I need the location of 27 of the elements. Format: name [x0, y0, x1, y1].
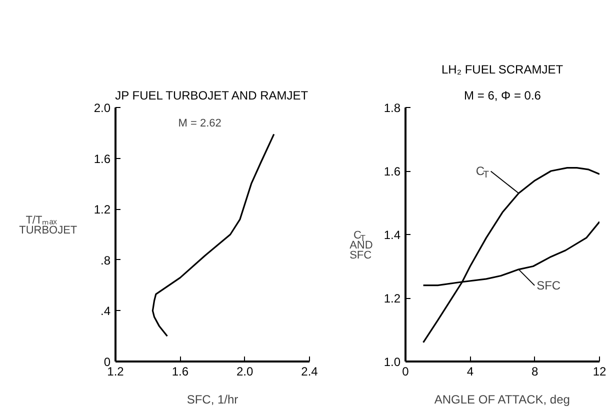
y-tick-label: .4	[100, 304, 111, 318]
x-tick-label: 8	[531, 364, 538, 378]
text: M = 2.62	[178, 117, 222, 130]
x-tick-label: 1.6	[172, 364, 189, 378]
x-axis-title: ANGLE OF ATTACK, deg	[434, 392, 570, 406]
y-tick-label: 1.8	[384, 101, 401, 115]
line-series	[422, 167, 600, 344]
chart-title: JP FUEL TURBOJET AND RAMJET	[115, 88, 309, 102]
x-tick-label: 2.0	[236, 364, 254, 378]
x-tick-label: 2.4	[301, 364, 318, 378]
y-tick-label: 1.4	[384, 228, 401, 242]
y-tick-label: 1.2	[94, 202, 111, 217]
y-tick-label: 1.0	[384, 355, 401, 369]
x-tick-label: 4	[466, 364, 474, 378]
line-series	[152, 133, 275, 337]
x-axis-title: SFC, 1/hr	[186, 392, 238, 406]
y-tick-label: 2.0	[94, 101, 111, 115]
y-tick-label: .8	[100, 253, 111, 268]
y-tick-label: 1.6	[94, 152, 111, 166]
y-axis-title: T/Tₘₐₓ TURBOJET	[19, 214, 78, 236]
x-tick-label: 0	[402, 364, 410, 378]
y-tick-label: 1.2	[384, 292, 401, 306]
x-tick-label: 12	[592, 364, 606, 378]
y-tick-label: 1.6	[384, 164, 401, 178]
chart-subtitle: M = 6, Φ = 0.6	[464, 88, 542, 102]
chart-title: LH₂ FUEL SCRAMJET	[441, 62, 564, 76]
legend-label: SFC	[536, 278, 561, 292]
